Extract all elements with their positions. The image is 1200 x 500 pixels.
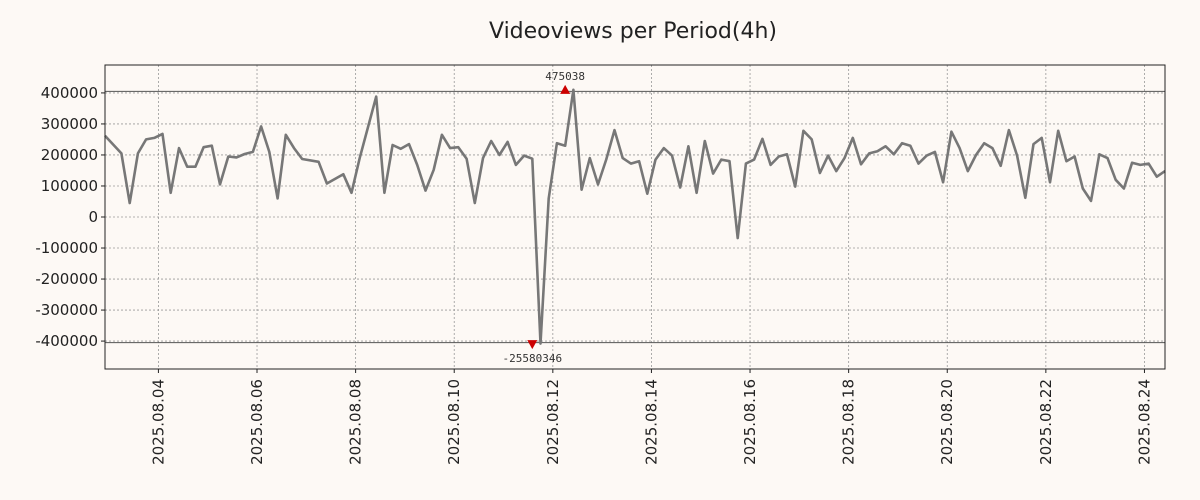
annotation-markers: 475038 -25580346	[502, 70, 585, 365]
y-axis-ticks: 400000 300000 200000 100000 0 -100000 -200000 -…	[35, 84, 105, 350]
annotation-marker	[527, 340, 538, 350]
series-line	[104, 88, 1166, 345]
x-tick-label: 2025.08.10	[445, 379, 463, 465]
x-tick-label: 2025.08.14	[642, 379, 660, 465]
x-tick-label: 2025.08.08	[347, 379, 365, 465]
x-axis-ticks: 2025.08.04 2025.08.06 2025.08.08 2025.08.10…	[149, 369, 1153, 465]
y-tick-label: -200000	[35, 270, 98, 288]
y-tick-label: 100000	[41, 177, 98, 195]
reference-lines	[105, 90, 1165, 344]
annotation-marker	[560, 84, 571, 94]
x-tick-label: 2025.08.12	[544, 379, 562, 465]
annotation-label: -25580346	[502, 352, 562, 365]
plot-frame	[104, 64, 1166, 370]
x-tick-label: 2025.08.16	[741, 379, 759, 465]
y-tick-label: 0	[88, 208, 98, 226]
y-tick-label: -400000	[35, 332, 98, 350]
y-tick-label: -100000	[35, 239, 98, 257]
x-tick-label: 2025.08.18	[840, 379, 858, 465]
x-tick-label: 2025.08.22	[1037, 379, 1055, 465]
grid	[105, 65, 1165, 369]
x-tick-label: 2025.08.04	[149, 379, 167, 465]
chart-title: Videoviews per Period(4h)	[489, 19, 777, 44]
y-tick-label: 200000	[41, 146, 98, 164]
x-tick-label: 2025.08.20	[938, 379, 956, 465]
series-layer	[104, 88, 1166, 345]
y-tick-label: 400000	[41, 84, 98, 102]
y-tick-label: 300000	[41, 115, 98, 133]
annotation-label: 475038	[545, 70, 585, 83]
y-tick-label: -300000	[35, 301, 98, 319]
x-tick-label: 2025.08.24	[1135, 379, 1153, 465]
x-tick-label: 2025.08.06	[248, 379, 266, 465]
